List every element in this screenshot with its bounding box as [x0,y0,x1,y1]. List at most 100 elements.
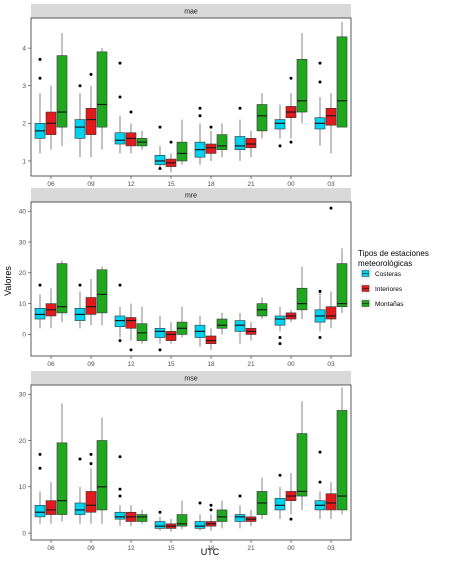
box-iqr [234,514,246,522]
outlier-point [38,283,42,287]
box-mre-03-costeras [314,291,326,332]
box-iqr [56,55,68,128]
box-mre-03-interiores [325,291,337,329]
strip-background [31,371,351,385]
box-iqr [176,141,188,162]
outlier-point [289,517,293,521]
x-tick-label: 06 [47,361,55,368]
box-iqr [216,509,228,522]
box-iqr [216,134,228,150]
box-mae-21-montañas [256,93,268,139]
box-iqr [325,493,337,511]
box-mse-09-interiores [85,468,97,524]
box-mse-15-costeras [154,516,166,531]
box-mre-15-montañas [176,306,188,338]
box-iqr [125,317,137,329]
box-mae-09-montañas [96,48,108,150]
box-mre-18-costeras [194,315,206,347]
box-iqr [85,107,97,135]
box-mae-03-montañas [336,21,348,128]
box-iqr [325,107,337,126]
outlier-point [158,510,162,514]
strip-label-mae: mae [184,9,198,16]
outlier-point [198,501,202,505]
box-mae-18-interiores [205,130,217,161]
legend-label: Montañas [375,301,404,308]
box-iqr [96,269,108,314]
box-mre-03-montañas [336,248,348,313]
x-tick-label: 03 [327,545,335,552]
y-tick-label: 2 [22,121,26,128]
outlier-point [278,144,282,148]
box-iqr [234,320,246,332]
facet-panel-mse: mse 0 10 20 30 06 09 12 15 18 21 00 03 [19,371,352,552]
outlier-point [318,80,322,84]
box-iqr [336,36,348,128]
box-iqr [114,511,126,520]
outlier-point [78,457,82,461]
box-mse-00-costeras [274,486,286,520]
box-mae-00-montañas [296,33,308,124]
outlier-point [89,72,93,76]
outlier-point [318,480,322,484]
x-tick-label: 00 [287,361,295,368]
box-iqr [154,327,166,338]
outlier-point [278,342,282,346]
outlier-point [118,61,122,65]
box-mre-12-costeras [114,306,126,338]
box-mre-09-montañas [96,266,108,326]
box-iqr [336,410,348,511]
box-mre-21-montañas [256,297,268,320]
outlier-point [78,283,82,287]
box-mse-06-montañas [56,403,68,522]
box-iqr [34,504,46,518]
outlier-point [38,452,42,456]
legend-title-line: meteorológicas [358,259,412,268]
y-tick-label: 3 [22,83,26,90]
strip-label-mre: mre [185,193,197,200]
x-tick-label: 12 [127,181,135,188]
outlier-point [198,106,202,110]
outlier-point [289,140,293,144]
strip-background [31,188,351,202]
box-mse-00-montañas [296,401,308,510]
y-tick-label: 0 [22,332,26,339]
box-mre-18-montañas [216,312,228,335]
box-mre-18-interiores [205,328,217,350]
box-iqr [296,433,308,497]
x-tick-label: 21 [247,545,255,552]
outlier-point [118,283,122,287]
y-tick-label: 30 [19,239,27,246]
outlier-point [289,76,293,80]
outlier-point [78,84,82,88]
box-iqr [56,263,68,314]
legend-item-montañas: Montañas [360,298,404,309]
y-tick-label: 20 [19,438,27,445]
box-mae-09-interiores [85,85,97,158]
box-iqr [256,104,268,132]
outlier-point [238,494,242,498]
box-mae-09-costeras [74,93,86,158]
box-mre-21-costeras [234,312,246,344]
box-iqr [234,136,246,150]
legend-label: Costeras [375,271,402,278]
box-mae-03-interiores [325,93,337,154]
box-mae-18-montañas [216,123,228,158]
box-mae-06-costeras [34,93,46,154]
box-iqr [216,318,228,329]
box-mae-12-costeras [114,115,126,154]
box-mse-18-montañas [216,500,228,529]
outlier-point [38,76,42,80]
box-mse-03-costeras [314,491,326,520]
outlier-point [278,473,282,477]
box-iqr [296,59,308,113]
box-iqr [154,521,166,529]
outlier-point [118,339,122,343]
box-iqr [336,263,348,308]
x-tick-label: 15 [167,361,175,368]
box-mae-12-montañas [136,130,148,150]
box-mse-09-costeras [74,486,86,524]
y-tick-label: 10 [19,484,27,491]
box-mre-06-interiores [45,288,57,329]
